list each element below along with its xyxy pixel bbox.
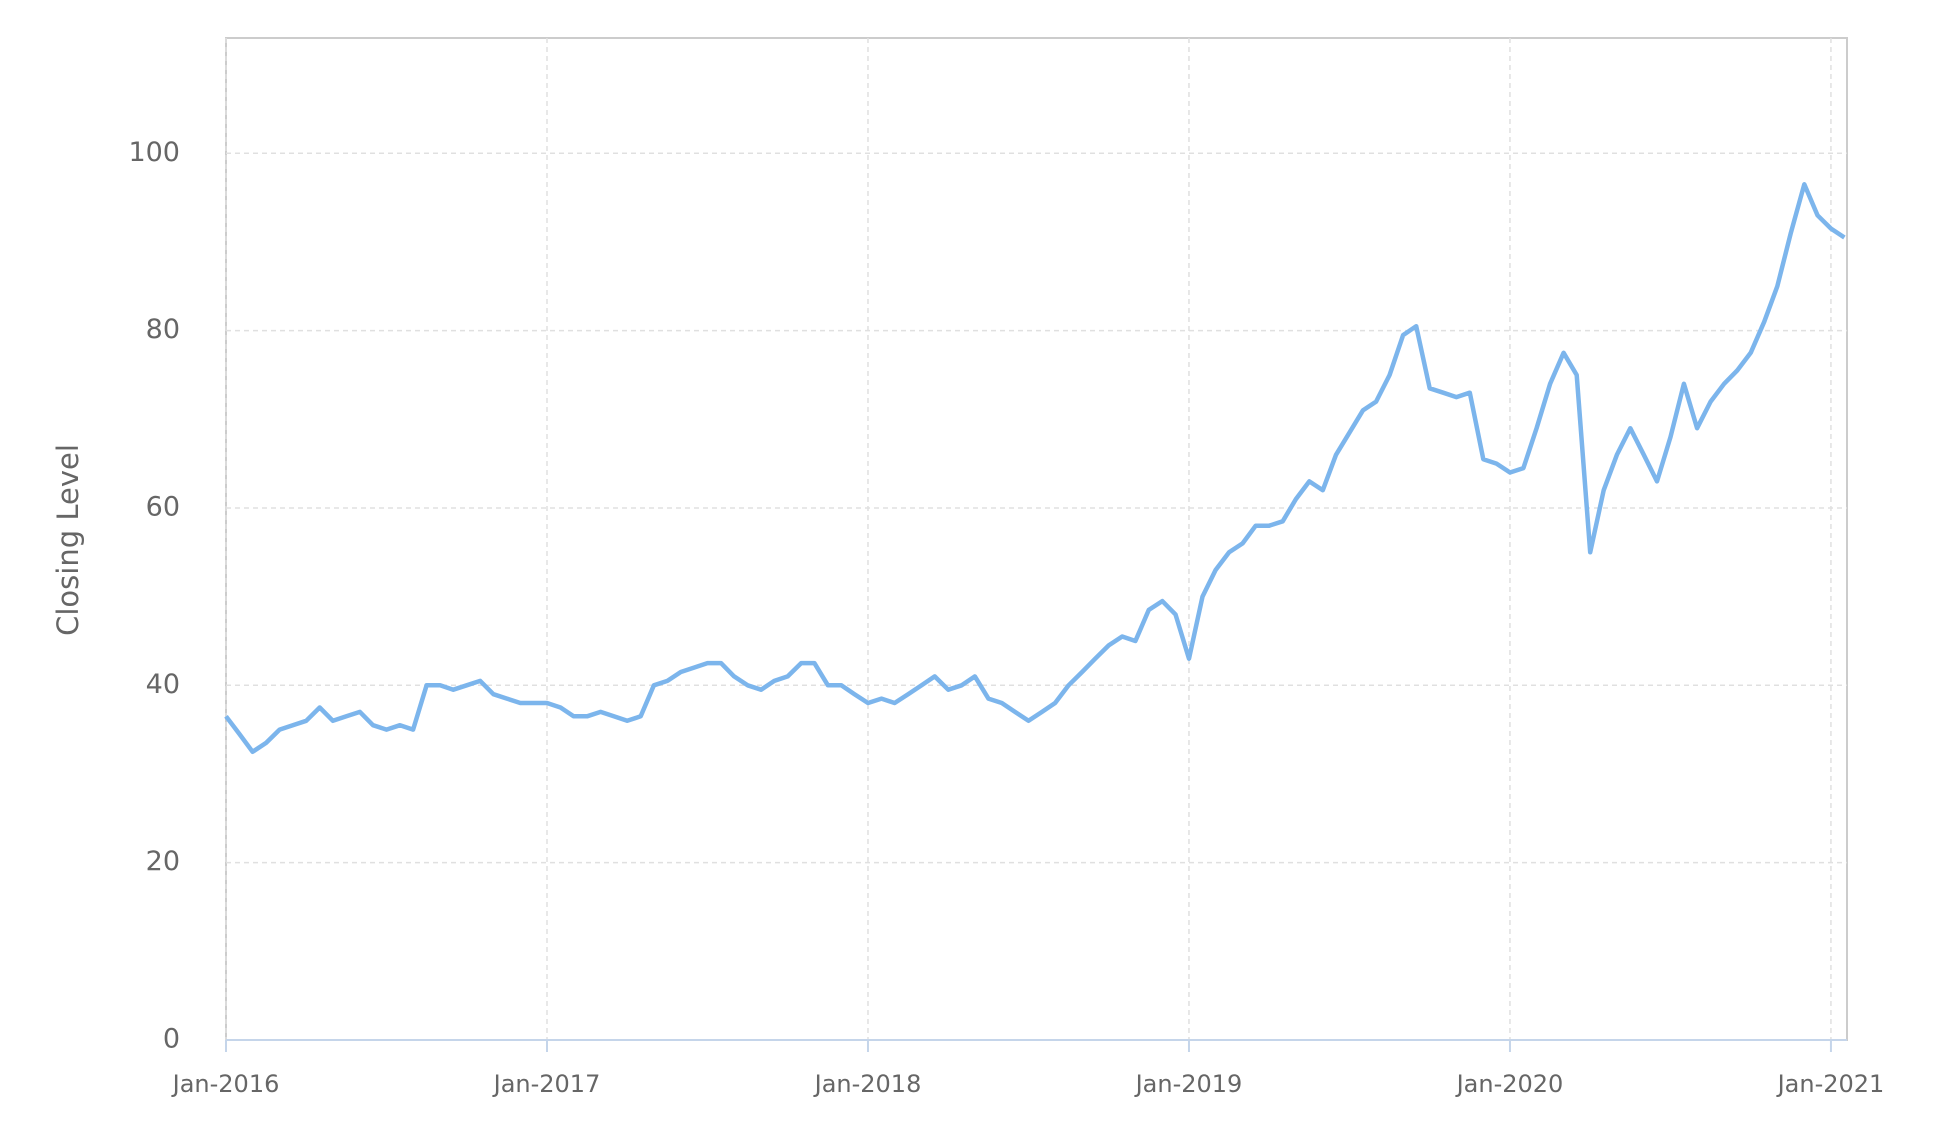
y-tick-label: 80 bbox=[146, 314, 180, 345]
x-tick-label: Jan-2017 bbox=[492, 1070, 601, 1098]
plot-border bbox=[225, 37, 1848, 1041]
x-tick-label: Jan-2020 bbox=[1455, 1070, 1564, 1098]
y-tick-label: 20 bbox=[146, 846, 180, 877]
x-tick-label: Jan-2021 bbox=[1776, 1070, 1885, 1098]
x-tick-label: Jan-2016 bbox=[171, 1070, 280, 1098]
y-tick-label: 60 bbox=[146, 491, 180, 522]
x-tick-label: Jan-2019 bbox=[1134, 1070, 1243, 1098]
y-axis-label: Closing Level bbox=[51, 444, 85, 636]
x-tick-label: Jan-2018 bbox=[813, 1070, 922, 1098]
y-tick-label: 40 bbox=[146, 669, 180, 700]
series-line bbox=[224, 182, 1846, 755]
y-tick-label: 100 bbox=[128, 137, 180, 168]
y-tick-label: 0 bbox=[163, 1024, 180, 1055]
